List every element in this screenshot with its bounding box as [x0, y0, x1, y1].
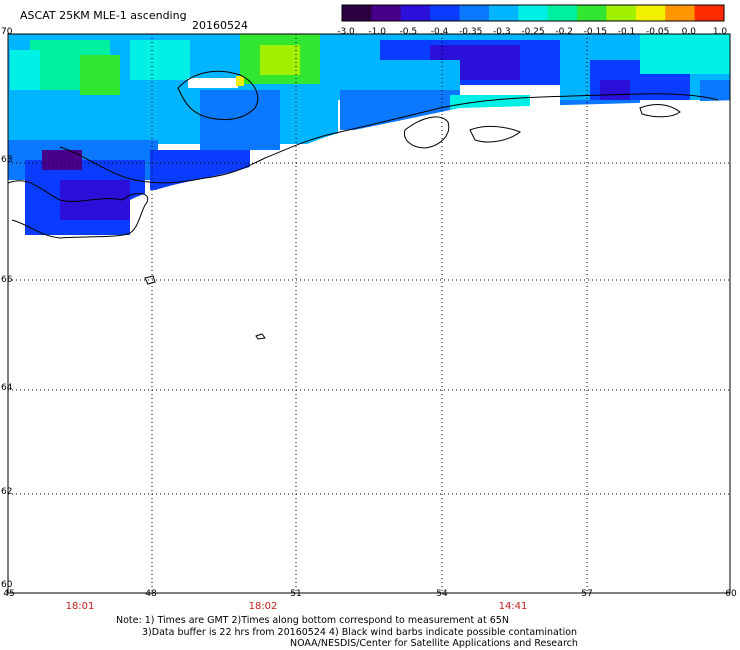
colorbar-swatch — [547, 5, 578, 21]
data-cell — [200, 90, 280, 150]
data-field — [0, 34, 740, 600]
data-cell — [260, 45, 300, 75]
data-cell — [130, 40, 190, 80]
colorbar-swatch — [665, 5, 696, 21]
lon-label: 51 — [290, 589, 302, 599]
colorbar — [341, 4, 725, 22]
pass-time: 14:41 — [498, 601, 528, 612]
colorbar-label: -0.05 — [646, 27, 670, 37]
data-cell — [236, 76, 244, 86]
colorbar-label: 0.0 — [681, 27, 696, 37]
lat-label: 70 — [1, 27, 13, 37]
colorbar-label: -0.25 — [521, 27, 545, 37]
colorbar-swatch — [342, 5, 372, 21]
colorbar-swatch — [635, 5, 666, 21]
colorbar-label: -0.4 — [430, 27, 449, 37]
pass-time: 18:02 — [248, 601, 278, 612]
lat-label: 60 — [1, 580, 13, 590]
colorbar-label: -0.35 — [459, 27, 483, 37]
colorbar-label: -0.15 — [583, 27, 607, 37]
coastline-peninsula — [177, 70, 259, 121]
data-cell — [640, 34, 730, 74]
colorbar-label: -3.0 — [337, 27, 355, 37]
data-cell — [10, 50, 40, 90]
lon-label: 60 — [725, 589, 737, 599]
colorbar-swatch — [430, 5, 461, 21]
colorbar-label: -1.0 — [368, 27, 386, 37]
data-cell — [42, 150, 82, 170]
lat-label: 64 — [1, 383, 13, 393]
lon-label: 54 — [436, 589, 448, 599]
island-5 — [255, 333, 266, 340]
pass-time: 18:01 — [65, 601, 95, 612]
colorbar-swatch — [694, 5, 725, 21]
colorbar-swatch — [488, 5, 519, 21]
lat-label: 68 — [1, 155, 13, 165]
colorbar-label: -0.2 — [555, 27, 573, 37]
lat-label: 62 — [1, 487, 13, 497]
data-cell — [60, 180, 130, 220]
coastline-south — [7, 180, 149, 239]
land-mask-sw — [0, 236, 135, 600]
note-line-3: NOAA/NESDIS/Center for Satellite Applica… — [290, 638, 578, 649]
colorbar-label: -0.1 — [617, 27, 636, 37]
note-line-2: 3)Data buffer is 22 hrs from 20160524 4)… — [142, 627, 578, 638]
colorbar-swatch — [606, 5, 637, 21]
island-1 — [403, 116, 450, 149]
data-cell — [8, 110, 128, 140]
product-title: ASCAT 25KM MLE-1 ascending — [20, 9, 187, 22]
island-3 — [639, 104, 681, 118]
data-cell — [600, 80, 630, 100]
map-frame — [7, 33, 731, 594]
colorbar-label: -0.3 — [493, 27, 511, 37]
colorbar-label: 1.0 — [712, 27, 728, 37]
data-cell — [80, 55, 120, 95]
lon-label: 48 — [145, 589, 157, 599]
no-data-gap — [188, 78, 238, 88]
coastline-bay — [59, 93, 719, 184]
colorbar-swatch — [459, 5, 490, 21]
colorbar-swatch — [518, 5, 549, 21]
colorbar-swatch — [400, 5, 431, 21]
colorbar-swatch — [371, 5, 402, 21]
map-grid — [7, 33, 731, 594]
colorbar-swatch — [577, 5, 607, 21]
lat-label: 66 — [1, 275, 13, 285]
island-4 — [144, 275, 156, 285]
lon-label: 57 — [581, 589, 593, 599]
colorbar-label: -0.5 — [399, 27, 418, 37]
coastline — [7, 70, 719, 340]
lon-label: 45 — [3, 589, 15, 599]
note-line-1: Note: 1) Times are GMT 2)Times along bot… — [116, 615, 509, 626]
island-2 — [469, 125, 521, 143]
product-date: 20160524 — [192, 19, 248, 32]
colorbar-frame — [341, 4, 725, 22]
